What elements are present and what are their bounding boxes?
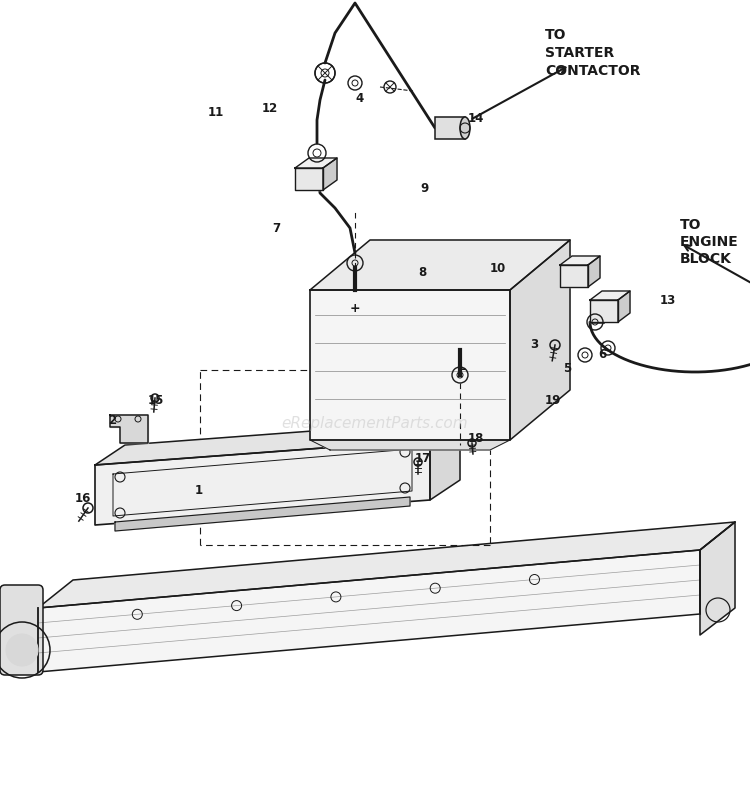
Text: 18: 18	[468, 432, 484, 444]
Polygon shape	[590, 300, 618, 322]
Bar	[435, 117, 465, 139]
Text: +: +	[350, 301, 360, 315]
Text: TO: TO	[680, 218, 701, 232]
Polygon shape	[560, 256, 600, 265]
Polygon shape	[590, 291, 630, 300]
Text: 13: 13	[660, 294, 676, 306]
FancyBboxPatch shape	[0, 585, 43, 675]
Polygon shape	[430, 420, 460, 500]
Text: 3: 3	[530, 338, 538, 352]
Text: 2: 2	[108, 414, 116, 426]
Text: 15: 15	[148, 393, 164, 407]
Polygon shape	[38, 550, 700, 672]
Text: 5: 5	[563, 362, 572, 374]
Text: BLOCK: BLOCK	[680, 252, 732, 266]
Polygon shape	[95, 440, 430, 525]
Text: 10: 10	[490, 261, 506, 275]
Text: 14: 14	[468, 111, 484, 125]
Text: TO: TO	[545, 28, 566, 42]
Text: 17: 17	[415, 451, 431, 465]
Text: ENGINE: ENGINE	[680, 235, 739, 249]
Text: 8: 8	[418, 265, 426, 279]
Text: 1: 1	[195, 484, 203, 496]
Polygon shape	[588, 256, 600, 287]
Polygon shape	[38, 522, 735, 608]
Circle shape	[6, 634, 38, 666]
Text: 16: 16	[75, 491, 92, 505]
Polygon shape	[618, 291, 630, 322]
Polygon shape	[295, 158, 337, 168]
Polygon shape	[110, 415, 148, 443]
Text: -: -	[460, 363, 466, 377]
Polygon shape	[310, 240, 570, 290]
Text: 7: 7	[272, 221, 280, 235]
Polygon shape	[115, 497, 410, 531]
Text: 11: 11	[208, 105, 224, 119]
Polygon shape	[510, 240, 570, 440]
Text: 4: 4	[355, 92, 363, 104]
Polygon shape	[323, 158, 337, 190]
Text: 9: 9	[420, 181, 428, 195]
Polygon shape	[560, 265, 588, 287]
Polygon shape	[295, 168, 323, 190]
Text: 19: 19	[545, 393, 561, 407]
Text: CONTACTOR: CONTACTOR	[545, 64, 640, 78]
Polygon shape	[310, 290, 510, 440]
Text: 6: 6	[598, 349, 606, 362]
Ellipse shape	[460, 117, 470, 139]
Polygon shape	[95, 420, 460, 465]
Text: STARTER: STARTER	[545, 46, 614, 60]
Text: 12: 12	[262, 101, 278, 115]
Text: eReplacementParts.com: eReplacementParts.com	[282, 416, 468, 432]
Polygon shape	[310, 440, 510, 450]
Polygon shape	[700, 522, 735, 635]
